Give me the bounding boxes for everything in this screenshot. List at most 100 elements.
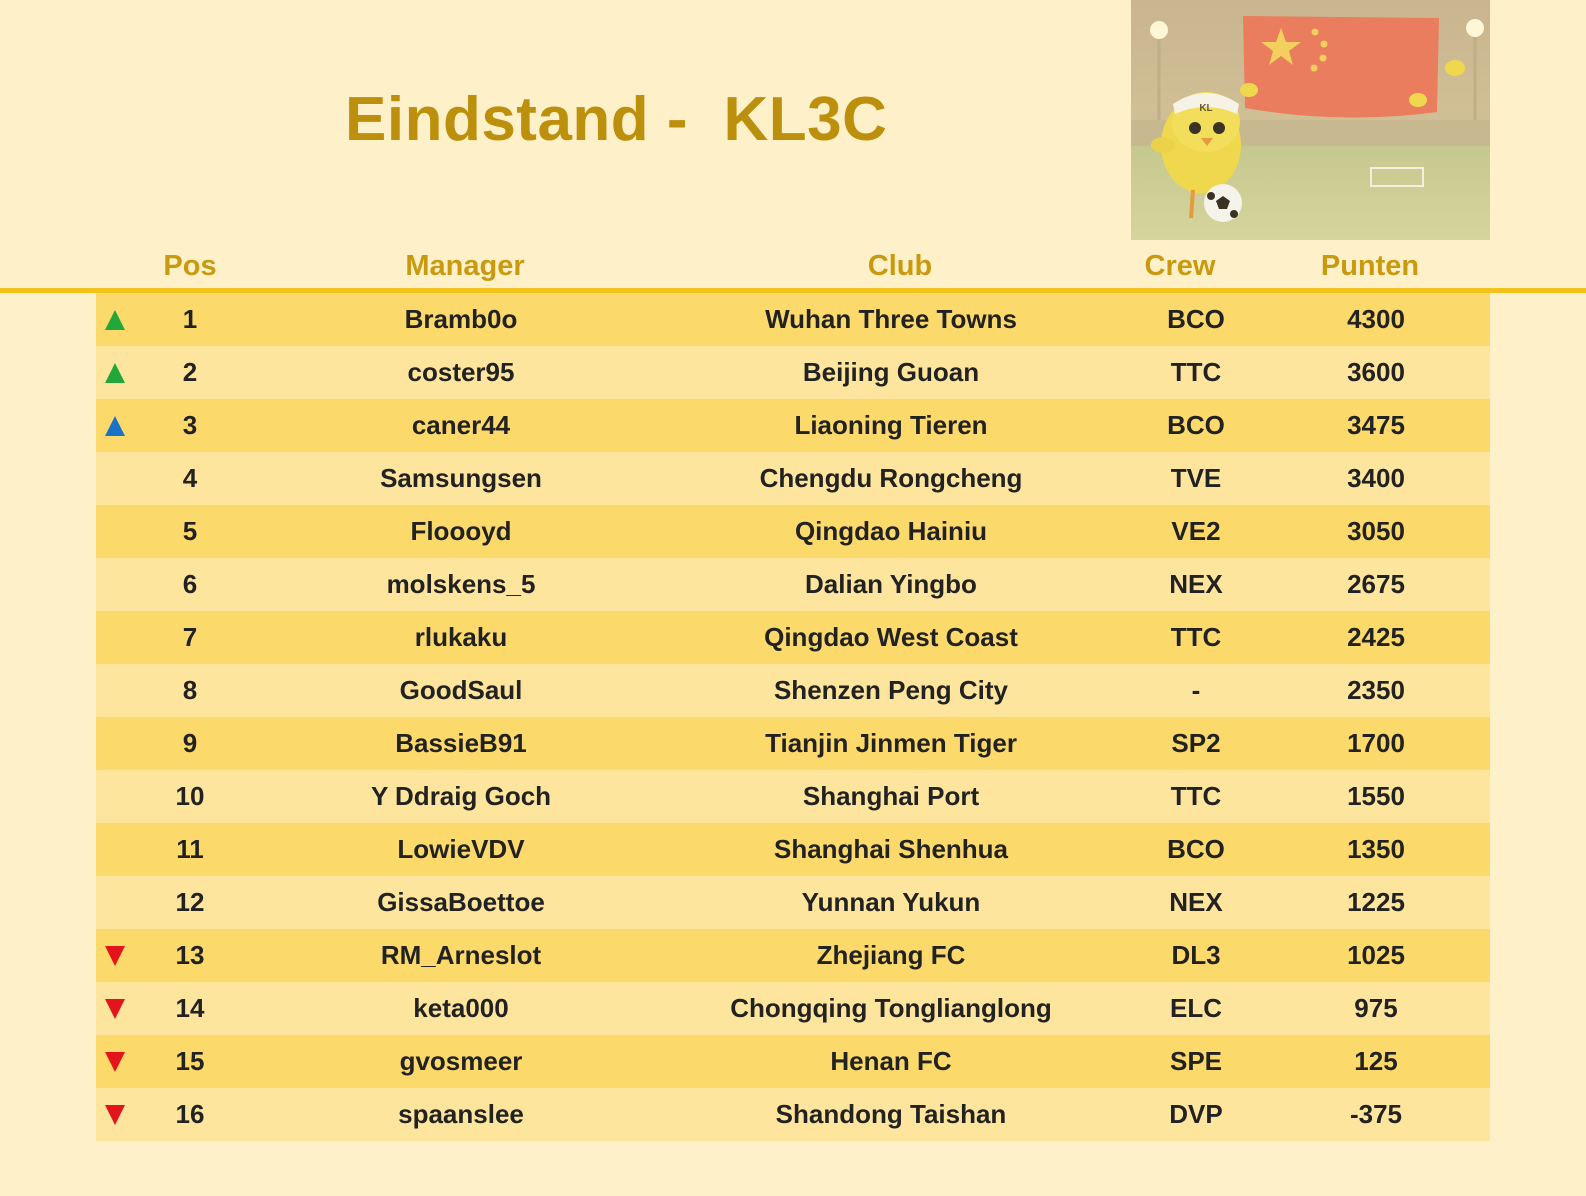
pos-cell: 5 <box>182 516 198 546</box>
standings-table: 1 Bramb0o Wuhan Three Towns BCO 4300 2 coster9… <box>96 293 1490 1141</box>
header-illustration: KL <box>1131 0 1490 240</box>
manager-cell: Y Ddraig Goch <box>370 781 552 811</box>
table-row: 11 LowieVDV Shanghai Shenhua BCO 1350 <box>96 823 1490 876</box>
pos-cell: 6 <box>182 569 198 599</box>
club-cell: Chengdu Rongcheng <box>759 463 1023 493</box>
up-triangle-icon <box>104 362 126 384</box>
crew-cell: TVE <box>1170 463 1222 493</box>
club-cell: Zhejiang FC <box>816 940 966 970</box>
table-row: 12 GissaBoettoe Yunnan Yukun NEX 1225 <box>96 876 1490 929</box>
pos-cell: 10 <box>175 781 205 811</box>
points-cell: 1700 <box>1347 728 1405 758</box>
crew-cell: BCO <box>1167 834 1225 864</box>
up-triangle-icon <box>104 309 126 331</box>
crew-cell: SPE <box>1169 1046 1223 1076</box>
table-row: 7 rlukaku Qingdao West Coast TTC 2425 <box>96 611 1490 664</box>
club-cell: Wuhan Three Towns <box>765 304 1017 334</box>
table-row: 2 coster95 Beijing Guoan TTC 3600 <box>96 346 1490 399</box>
manager-cell: keta000 <box>413 993 509 1023</box>
header-crew: Crew <box>1144 250 1216 282</box>
points-cell: 3475 <box>1347 410 1405 440</box>
table-row: 13 RM_Arneslot Zhejiang FC DL3 1025 <box>96 929 1490 982</box>
pos-cell: 15 <box>175 1046 205 1076</box>
manager-cell: Floooyd <box>410 516 512 546</box>
crew-cell: NEX <box>1169 887 1223 917</box>
pos-cell: 9 <box>182 728 198 758</box>
crew-cell: - <box>1191 675 1201 705</box>
points-cell: 2350 <box>1347 675 1405 705</box>
club-cell: Shanghai Port <box>802 781 980 811</box>
points-cell: 1350 <box>1347 834 1405 864</box>
manager-cell: GissaBoettoe <box>377 887 545 917</box>
club-cell: Dalian Yingbo <box>805 569 977 599</box>
table-row: 5 Floooyd Qingdao Hainiu VE2 3050 <box>96 505 1490 558</box>
points-cell: 3050 <box>1347 516 1405 546</box>
points-cell: 975 <box>1354 993 1398 1023</box>
header-club: Club <box>867 250 933 282</box>
pos-cell: 11 <box>176 834 204 864</box>
club-cell: Beijing Guoan <box>802 357 980 387</box>
crew-cell: SP2 <box>1171 728 1221 758</box>
club-cell: Chongqing Tonglianglong <box>730 993 1052 1023</box>
pos-cell: 2 <box>182 357 198 387</box>
header-manager: Manager <box>405 250 525 282</box>
points-cell: 2425 <box>1347 622 1405 652</box>
pos-cell: 1 <box>182 304 198 334</box>
table-row: 3 caner44 Liaoning Tieren BCO 3475 <box>96 399 1490 452</box>
pos-cell: 4 <box>182 463 198 493</box>
crew-cell: BCO <box>1167 410 1225 440</box>
manager-cell: molskens_5 <box>386 569 536 599</box>
manager-cell: RM_Arneslot <box>380 940 542 970</box>
points-cell: 4300 <box>1347 304 1405 334</box>
down-triangle-icon <box>104 945 126 967</box>
pos-cell: 14 <box>175 993 205 1023</box>
pos-cell: 3 <box>182 410 198 440</box>
crew-cell: TTC <box>1170 622 1222 652</box>
manager-cell: caner44 <box>411 410 511 440</box>
club-cell: Qingdao West Coast <box>764 622 1018 652</box>
down-triangle-icon <box>104 998 126 1020</box>
manager-cell: GoodSaul <box>399 675 523 705</box>
points-cell: -375 <box>1349 1099 1403 1129</box>
club-cell: Shandong Taishan <box>775 1099 1007 1129</box>
table-row: 1 Bramb0o Wuhan Three Towns BCO 4300 <box>96 293 1490 346</box>
header-divider <box>0 288 1586 293</box>
header-pos: Pos <box>163 250 217 282</box>
table-row: 6 molskens_5 Dalian Yingbo NEX 2675 <box>96 558 1490 611</box>
club-cell: Shanghai Shenhua <box>773 834 1009 864</box>
table-row: 9 BassieB91 Tianjin Jinmen Tiger SP2 1700 <box>96 717 1490 770</box>
table-row: 10 Y Ddraig Goch Shanghai Port TTC 1550 <box>96 770 1490 823</box>
manager-cell: gvosmeer <box>399 1046 523 1076</box>
manager-cell: Samsungsen <box>380 463 542 493</box>
page-title: Eindstand - KL3C <box>345 85 888 154</box>
club-cell: Tianjin Jinmen Tiger <box>765 728 1017 758</box>
crew-cell: VE2 <box>1171 516 1221 546</box>
points-cell: 2675 <box>1347 569 1405 599</box>
manager-cell: spaanslee <box>398 1099 524 1129</box>
crew-cell: DL3 <box>1171 940 1221 970</box>
pos-cell: 13 <box>175 940 205 970</box>
manager-cell: LowieVDV <box>397 834 525 864</box>
crew-cell: DVP <box>1169 1099 1223 1129</box>
pos-cell: 7 <box>182 622 198 652</box>
club-cell: Yunnan Yukun <box>801 887 981 917</box>
svg-text:KL: KL <box>1199 103 1212 114</box>
crew-cell: NEX <box>1169 569 1223 599</box>
club-cell: Liaoning Tieren <box>794 410 988 440</box>
table-row: 16 spaanslee Shandong Taishan DVP -375 <box>96 1088 1490 1141</box>
down-triangle-icon <box>104 1051 126 1073</box>
pos-cell: 8 <box>182 675 198 705</box>
club-cell: Shenzen Peng City <box>773 675 1009 705</box>
points-cell: 3400 <box>1347 463 1405 493</box>
manager-cell: BassieB91 <box>395 728 527 758</box>
table-row: 15 gvosmeer Henan FC SPE 125 <box>96 1035 1490 1088</box>
header-points: Punten <box>1320 250 1420 282</box>
manager-cell: coster95 <box>407 357 515 387</box>
crew-cell: TTC <box>1170 357 1222 387</box>
manager-cell: rlukaku <box>414 622 508 652</box>
crew-cell: TTC <box>1170 781 1222 811</box>
crew-cell: BCO <box>1167 304 1225 334</box>
chick-soccer-flag-illustration: KL <box>1131 0 1490 240</box>
table-row: 4 Samsungsen Chengdu Rongcheng TVE 3400 <box>96 452 1490 505</box>
points-cell: 3600 <box>1347 357 1405 387</box>
